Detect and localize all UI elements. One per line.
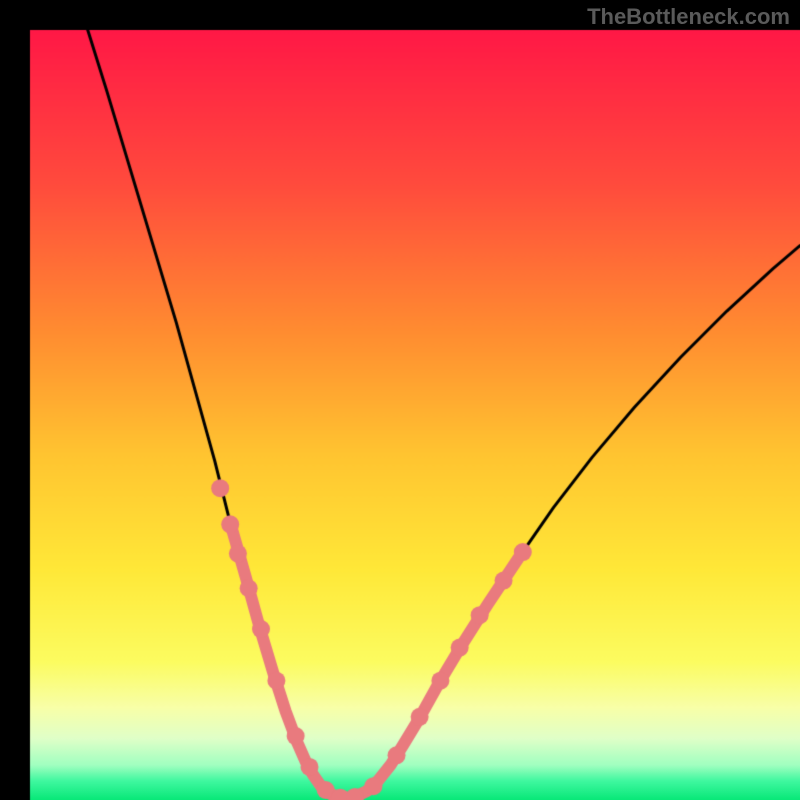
chart-stage: TheBottleneck.com bbox=[0, 0, 800, 800]
chart-canvas bbox=[0, 0, 800, 800]
